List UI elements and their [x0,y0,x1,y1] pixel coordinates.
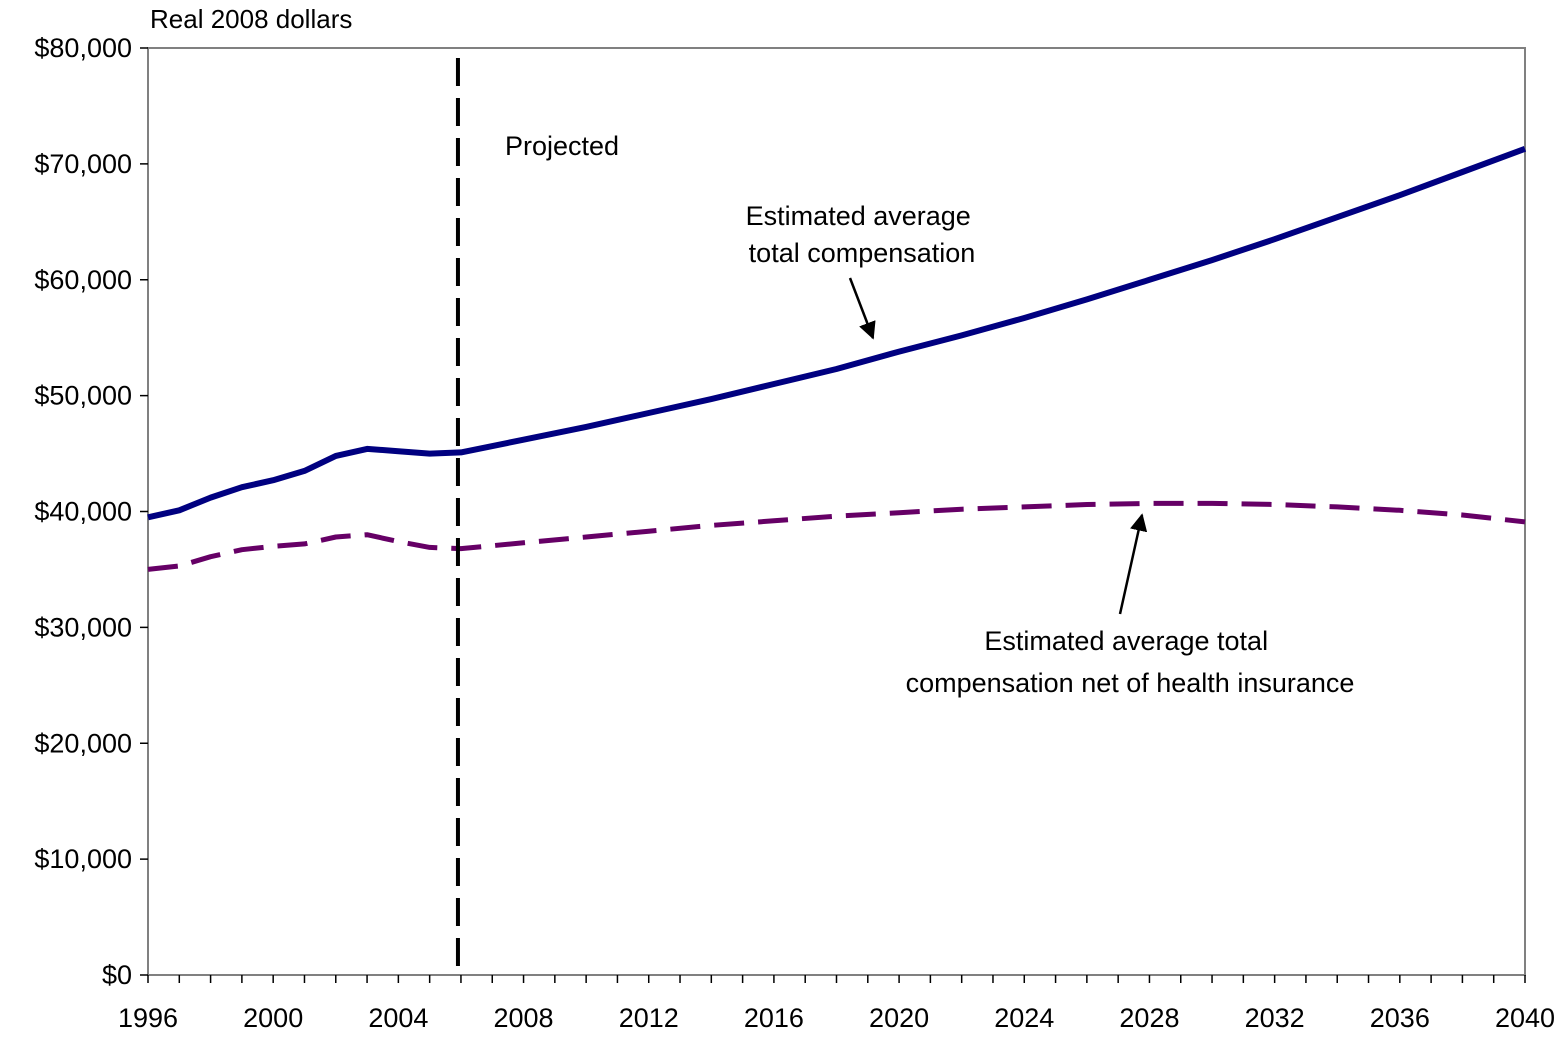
x-tick-label: 2012 [619,1003,679,1033]
x-axis: 1996 2000 2004 2008 2012 2016 2020 2024 2028 2032… [118,975,1555,1033]
projection-label: Projected [505,131,619,161]
y-tick-label: $40,000 [34,497,132,527]
plot-area-frame [147,47,1526,976]
y-tick-label: $70,000 [34,149,132,179]
x-tick-label: 2016 [744,1003,804,1033]
x-tick-label: 2032 [1245,1003,1305,1033]
total-annotation-arrow [848,277,876,340]
net-annotation-line-1: Estimated average total [984,626,1268,656]
total-annotation: Estimated average total compensation [746,201,979,268]
series-line-net_of_health [147,500,1526,572]
x-tick-label: 2000 [243,1003,303,1033]
x-tick-label: 2036 [1370,1003,1430,1033]
units-label: Real 2008 dollars [150,4,352,34]
y-tick-label: $0 [102,960,132,990]
x-tick-label: 2008 [494,1003,554,1033]
y-tick-label: $50,000 [34,381,132,411]
total-annotation-line-1: Estimated average [746,201,971,231]
series-line-total [147,145,1527,521]
x-tick-label: 2028 [1119,1003,1179,1033]
net-annotation-line-2: compensation net of health insurance [906,668,1355,698]
x-tick-label: 1996 [118,1003,178,1033]
y-tick-label: $30,000 [34,612,132,642]
y-tick-label: $80,000 [34,33,132,63]
net-annotation-arrow [1118,513,1148,615]
x-tick-label: 2024 [994,1003,1054,1033]
y-tick-label: $60,000 [34,265,132,295]
total-annotation-line-2: total compensation [749,238,976,268]
x-tick-label: 2040 [1495,1003,1555,1033]
net-annotation: Estimated average total compensation net… [906,626,1355,698]
y-tick-label: $20,000 [34,728,132,758]
y-tick-label: $10,000 [34,844,132,874]
series-layer [147,145,1527,572]
x-tick-label: 2004 [368,1003,428,1033]
y-axis: $0 $10,000 $20,000 $30,000 $40,000 $50,000 $60… [34,33,148,990]
x-tick-label: 2020 [869,1003,929,1033]
